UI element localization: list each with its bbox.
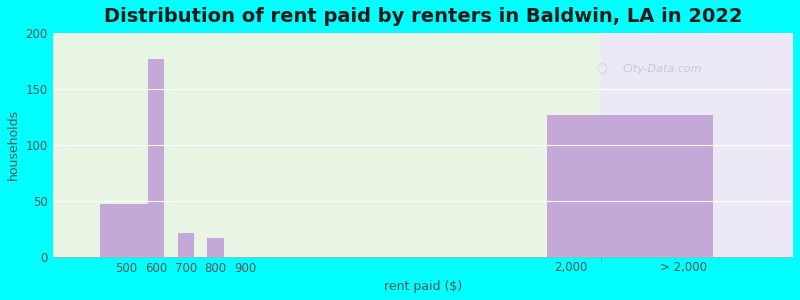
- Bar: [148, 59, 165, 256]
- Text: City-Data.com: City-Data.com: [622, 64, 702, 74]
- Bar: [178, 233, 194, 256]
- Bar: [601, 33, 793, 256]
- Bar: [207, 238, 224, 256]
- X-axis label: rent paid ($): rent paid ($): [384, 280, 462, 293]
- Bar: [53, 33, 601, 256]
- Y-axis label: households: households: [7, 109, 20, 180]
- Text: ○: ○: [597, 62, 608, 75]
- Title: Distribution of rent paid by renters in Baldwin, LA in 2022: Distribution of rent paid by renters in …: [103, 7, 742, 26]
- Bar: [100, 204, 154, 256]
- Bar: [547, 115, 713, 256]
